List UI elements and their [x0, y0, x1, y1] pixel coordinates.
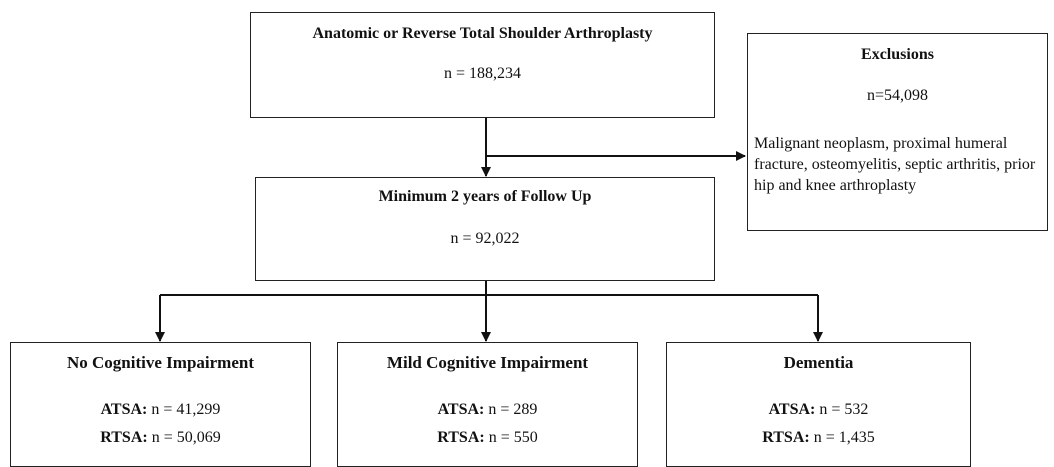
row-value: n = 550	[488, 429, 538, 446]
exclusions-description: Malignant neoplasm, proximal humeral fra…	[754, 135, 1036, 194]
row-label: ATSA:	[100, 401, 148, 418]
row-label: ATSA:	[437, 401, 485, 418]
group-row: ATSA: n = 41,299	[11, 401, 310, 419]
row-label: RTSA:	[762, 429, 810, 446]
row-label: RTSA:	[100, 429, 148, 446]
row-label: ATSA:	[768, 401, 816, 418]
node-count: n = 188,234	[443, 65, 522, 82]
group-box: No Cognitive Impairment ATSA: n = 41,299…	[10, 342, 311, 467]
row-value: n = 50,069	[151, 429, 221, 446]
group-row: RTSA: n = 1,435	[667, 429, 970, 447]
node-title: Minimum 2 years of Follow Up	[378, 188, 592, 205]
group-row: RTSA: n = 50,069	[11, 429, 310, 447]
node-count: n = 92,022	[450, 230, 520, 247]
row-label: RTSA:	[437, 429, 485, 446]
group-row: ATSA: n = 289	[338, 401, 637, 419]
group-title: No Cognitive Impairment	[67, 353, 254, 372]
group-title: Mild Cognitive Impairment	[386, 353, 589, 372]
row-value: n = 1,435	[813, 429, 875, 446]
node-box: Minimum 2 years of Follow Up n = 92,022	[255, 177, 715, 281]
row-value: n = 532	[819, 401, 869, 418]
exclusions-title: Exclusions	[861, 46, 934, 63]
group-box: Mild Cognitive Impairment ATSA: n = 289 …	[337, 342, 638, 467]
group-title: Dementia	[783, 353, 854, 372]
row-value: n = 289	[488, 401, 538, 418]
group-box: Dementia ATSA: n = 532 RTSA: n = 1,435	[666, 342, 971, 467]
node-box: Anatomic or Reverse Total Shoulder Arthr…	[250, 12, 715, 118]
group-row: ATSA: n = 532	[667, 401, 970, 419]
row-value: n = 41,299	[151, 401, 221, 418]
group-row: RTSA: n = 550	[338, 429, 637, 447]
exclusions-box: Exclusions n=54,098 Malignant neoplasm, …	[747, 33, 1048, 231]
node-title: Anatomic or Reverse Total Shoulder Arthr…	[312, 25, 653, 42]
exclusions-count: n=54,098	[866, 87, 929, 104]
